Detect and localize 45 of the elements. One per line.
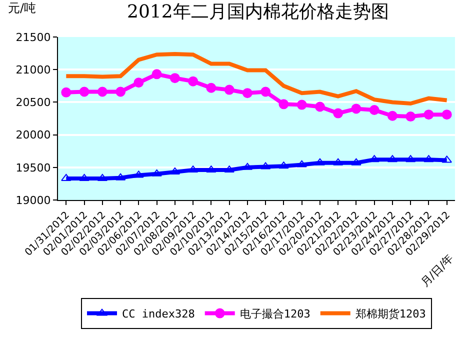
point bbox=[116, 86, 126, 97]
point bbox=[152, 69, 162, 80]
point bbox=[134, 78, 144, 88]
point bbox=[296, 100, 307, 110]
point bbox=[224, 166, 234, 173]
y-tick-label: 20000 bbox=[16, 128, 51, 142]
legend-label: CC index328 bbox=[122, 308, 195, 321]
point bbox=[260, 86, 271, 97]
point bbox=[224, 84, 234, 95]
point bbox=[351, 158, 362, 166]
point bbox=[61, 87, 72, 98]
point bbox=[170, 73, 180, 84]
point bbox=[206, 82, 216, 93]
point bbox=[296, 160, 307, 168]
y-tick-label: 21500 bbox=[16, 30, 51, 44]
point bbox=[442, 110, 452, 120]
point bbox=[406, 112, 416, 122]
point bbox=[134, 170, 144, 178]
x-axis-title: 月/日/年 bbox=[418, 252, 456, 290]
legend-label: 电子撮合1203 bbox=[240, 308, 310, 321]
point bbox=[242, 88, 252, 98]
point bbox=[278, 162, 289, 169]
point bbox=[79, 86, 90, 97]
y-tick-label: 20500 bbox=[16, 96, 51, 110]
y-tick-label: 19500 bbox=[16, 161, 51, 174]
point bbox=[152, 169, 162, 176]
y-axis-title: 元/吨 bbox=[8, 1, 36, 15]
point bbox=[188, 76, 198, 86]
point bbox=[369, 155, 380, 162]
point bbox=[351, 104, 362, 114]
point bbox=[97, 86, 108, 97]
point bbox=[424, 110, 434, 120]
point bbox=[424, 155, 434, 162]
point bbox=[278, 99, 289, 110]
y-tick-label: 19000 bbox=[16, 194, 51, 207]
point bbox=[369, 105, 380, 116]
legend-label: 郑棉期货1203 bbox=[355, 308, 426, 321]
line-series bbox=[64, 52, 449, 106]
chart-title: 2012年二月国内棉花价格走势图 bbox=[127, 2, 389, 23]
point bbox=[314, 102, 325, 112]
point bbox=[333, 108, 344, 118]
y-tick-label: 21000 bbox=[16, 63, 51, 76]
point bbox=[442, 156, 452, 163]
point bbox=[387, 110, 398, 121]
point bbox=[61, 174, 72, 181]
